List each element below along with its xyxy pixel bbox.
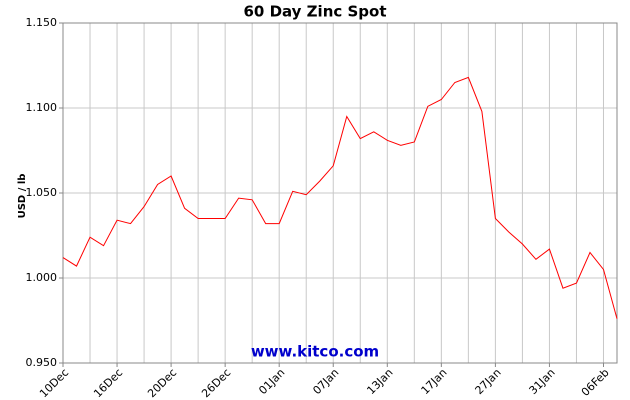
y-tick-label: 0.950: [26, 356, 58, 369]
y-tick-label: 1.050: [26, 186, 58, 199]
y-tick-label: 1.000: [26, 271, 58, 284]
price-line: [62, 76, 618, 319]
y-tick-label: 1.100: [26, 101, 58, 114]
y-tick-label: 1.150: [26, 16, 58, 29]
y-axis-label: USD / lb: [17, 174, 28, 219]
plot-border: [62, 22, 618, 364]
watermark: www.kitco.com: [251, 343, 379, 361]
chart-title: 60 Day Zinc Spot: [243, 3, 386, 21]
